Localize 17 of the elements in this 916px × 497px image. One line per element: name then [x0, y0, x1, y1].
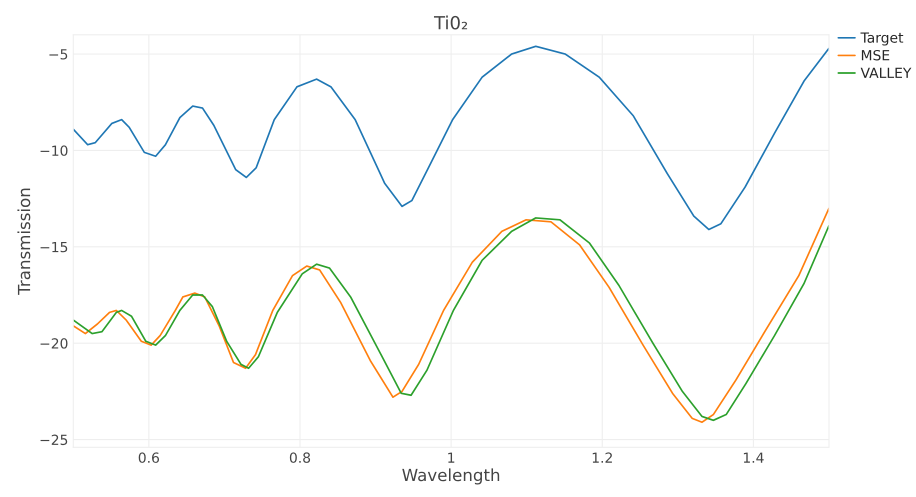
legend-label: VALLEY: [860, 68, 912, 78]
x-tick-label: 1: [448, 452, 454, 463]
x-axis-title: Wavelength: [402, 468, 500, 485]
x-tick-label: 0.8: [290, 452, 310, 463]
y-axis-title: Transmission: [17, 188, 30, 295]
x-tick-label: 1.4: [744, 452, 764, 463]
y-tick-label: −5: [49, 49, 68, 60]
y-tick-label: −10: [40, 145, 68, 156]
legend-label: MSE: [862, 50, 890, 60]
x-tick-label: 1.2: [592, 452, 612, 463]
y-tick-label: −20: [40, 338, 68, 349]
line-series: [73, 46, 829, 230]
y-tick-label: −15: [40, 242, 68, 252]
y-tick-label: −25: [40, 434, 68, 446]
legend-label: Target: [860, 32, 904, 46]
x-tick-label: 0.6: [138, 452, 160, 463]
chart-title: Ti0₂: [434, 16, 468, 30]
